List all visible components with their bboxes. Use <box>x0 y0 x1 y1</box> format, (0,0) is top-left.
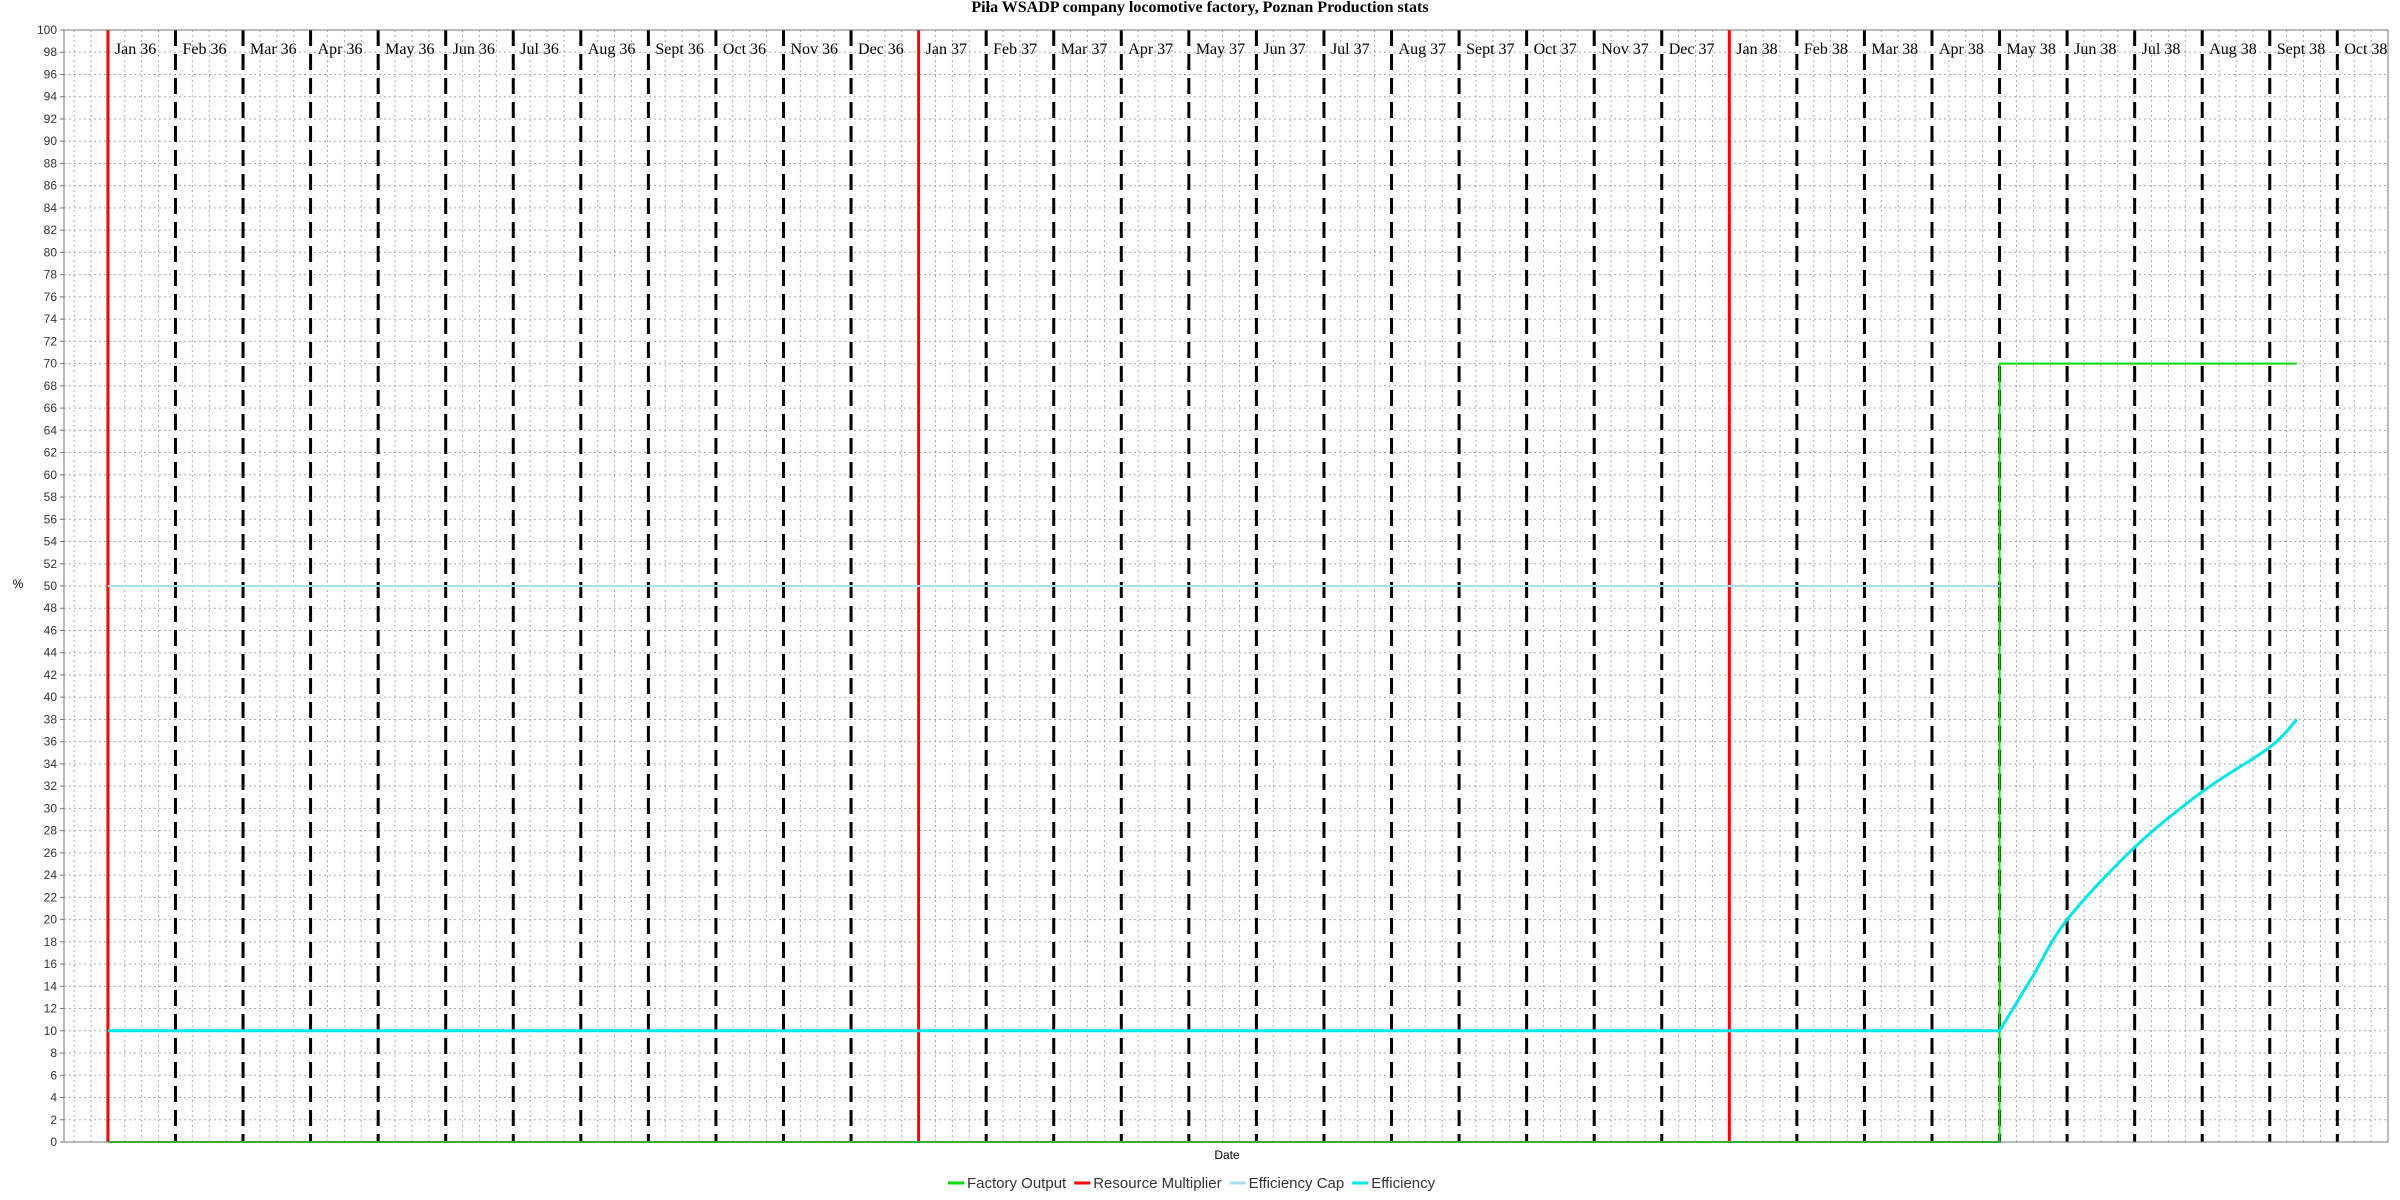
y-tick-label: 42 <box>44 668 58 682</box>
y-tick-label: 16 <box>44 957 58 971</box>
y-tick-label: 26 <box>44 846 58 860</box>
y-tick-label: 50 <box>44 579 58 593</box>
month-label: Mar 36 <box>250 41 297 58</box>
legend-label-resource-multiplier: Resource Multiplier <box>1093 1175 1221 1192</box>
month-label: Aug 38 <box>2209 41 2257 58</box>
y-tick-label: 74 <box>44 312 58 326</box>
month-label: May 36 <box>385 41 434 58</box>
y-tick-label: 36 <box>44 735 58 749</box>
y-tick-label: 44 <box>44 646 58 660</box>
y-tick-label: 88 <box>44 156 58 170</box>
month-label: May 37 <box>1196 41 1245 58</box>
plot-frame <box>63 29 2389 1143</box>
y-tick-label: 60 <box>44 468 58 482</box>
y-tick-label: 78 <box>44 268 58 282</box>
y-tick-label: 84 <box>44 201 58 215</box>
month-label: Feb 38 <box>1804 41 1848 58</box>
y-tick-label: 62 <box>44 446 58 460</box>
month-label: Apr 38 <box>1939 41 1984 58</box>
y-tick-label: 54 <box>44 535 58 549</box>
x-axis-label: Date <box>1214 1148 1240 1162</box>
y-tick-label: 98 <box>44 45 58 59</box>
y-tick-label: 92 <box>44 112 58 126</box>
y-tick-label: 30 <box>44 801 58 815</box>
month-label: May 38 <box>2007 41 2056 58</box>
y-tick-label: 56 <box>44 512 58 526</box>
month-label: Sept 37 <box>1466 41 1514 58</box>
legend-label-factory-output: Factory Output <box>967 1175 1067 1192</box>
month-label: Feb 36 <box>182 41 226 58</box>
month-label: Mar 38 <box>1871 41 1918 58</box>
efficiency-line <box>107 718 2298 1033</box>
month-label: Oct 36 <box>723 41 766 58</box>
y-tick-label: 80 <box>44 245 58 259</box>
y-tick-label: 38 <box>44 712 58 726</box>
y-tick-label: 20 <box>44 913 58 927</box>
y-tick-label: 6 <box>50 1068 57 1082</box>
month-label: Aug 36 <box>588 41 636 58</box>
y-tick-label: 82 <box>44 223 58 237</box>
month-labels: Jan 36 Feb 36 Mar 36 Apr 36 May 36 Jun 36 Jul … <box>115 41 2388 58</box>
y-tick-label: 70 <box>44 357 58 371</box>
y-tick-label: 4 <box>50 1091 57 1105</box>
y-tick-label: 2 <box>50 1113 57 1127</box>
month-label: Mar 37 <box>1061 41 1108 58</box>
y-tick-label: 94 <box>44 90 58 104</box>
y-tick-label: 52 <box>44 557 58 571</box>
month-label: Feb 37 <box>993 41 1037 58</box>
y-tick-label: 96 <box>44 67 58 81</box>
month-label: Dec 36 <box>858 41 904 58</box>
y-tick-label: 18 <box>44 935 58 949</box>
y-tick-label: 12 <box>44 1002 58 1016</box>
y-tick-label: 100 <box>37 23 57 37</box>
y-tick-label: 66 <box>44 401 58 415</box>
y-tick-label: 34 <box>44 757 58 771</box>
y-tick-label: 86 <box>44 179 58 193</box>
month-label: Oct 38 <box>2344 41 2387 58</box>
y-tick-label: 0 <box>50 1135 57 1149</box>
y-tick-label: 10 <box>44 1024 58 1038</box>
y-tick-label: 40 <box>44 690 58 704</box>
y-tick-label: 22 <box>44 890 58 904</box>
chart-title: Piła WSADP company locomotive factory, P… <box>971 0 1428 16</box>
y-tick-label: 68 <box>44 379 58 393</box>
y-tick-label: 76 <box>44 290 58 304</box>
y-tick-label: 48 <box>44 601 58 615</box>
month-label: Jan 38 <box>1736 41 1777 58</box>
y-axis-label: % <box>13 577 24 591</box>
y-tick-label: 28 <box>44 824 58 838</box>
month-label: Aug 37 <box>1399 41 1447 58</box>
month-label: Jul 38 <box>2142 41 2181 58</box>
y-tick-label: 24 <box>44 868 58 882</box>
month-label: Nov 36 <box>790 41 838 58</box>
month-label: Jul 36 <box>520 41 559 58</box>
legend-label-efficiency: Efficiency <box>1371 1175 1435 1192</box>
month-label: Jun 38 <box>2074 41 2116 58</box>
y-tick-label: 72 <box>44 334 58 348</box>
month-label: Jun 36 <box>453 41 495 58</box>
month-label: Jul 37 <box>1331 41 1370 58</box>
month-label: Nov 37 <box>1601 41 1649 58</box>
legend: Factory Output Resource Multiplier Efficie… <box>948 1175 1436 1192</box>
y-tick-label: 58 <box>44 490 58 504</box>
month-label: Sept 38 <box>2277 41 2325 58</box>
month-label: Jun 37 <box>1263 41 1305 58</box>
y-tick-label: 46 <box>44 623 58 637</box>
y-tick-label: 64 <box>44 423 58 437</box>
legend-label-efficiency-cap: Efficiency Cap <box>1249 1175 1345 1192</box>
month-label: Dec 37 <box>1669 41 1715 58</box>
month-label: Apr 37 <box>1128 41 1173 58</box>
y-tick-label: 32 <box>44 779 58 793</box>
y-tick-label: 8 <box>50 1046 57 1060</box>
y-tick-label: 14 <box>44 979 58 993</box>
y-tick-label: 90 <box>44 134 58 148</box>
y-axis: 0246810121416182022242628303234363840424… <box>37 23 64 1149</box>
month-label: Sept 36 <box>655 41 703 58</box>
month-label: Jan 37 <box>926 41 967 58</box>
month-label: Jan 36 <box>115 41 156 58</box>
month-label: Oct 37 <box>1534 41 1577 58</box>
month-label: Apr 36 <box>318 41 363 58</box>
